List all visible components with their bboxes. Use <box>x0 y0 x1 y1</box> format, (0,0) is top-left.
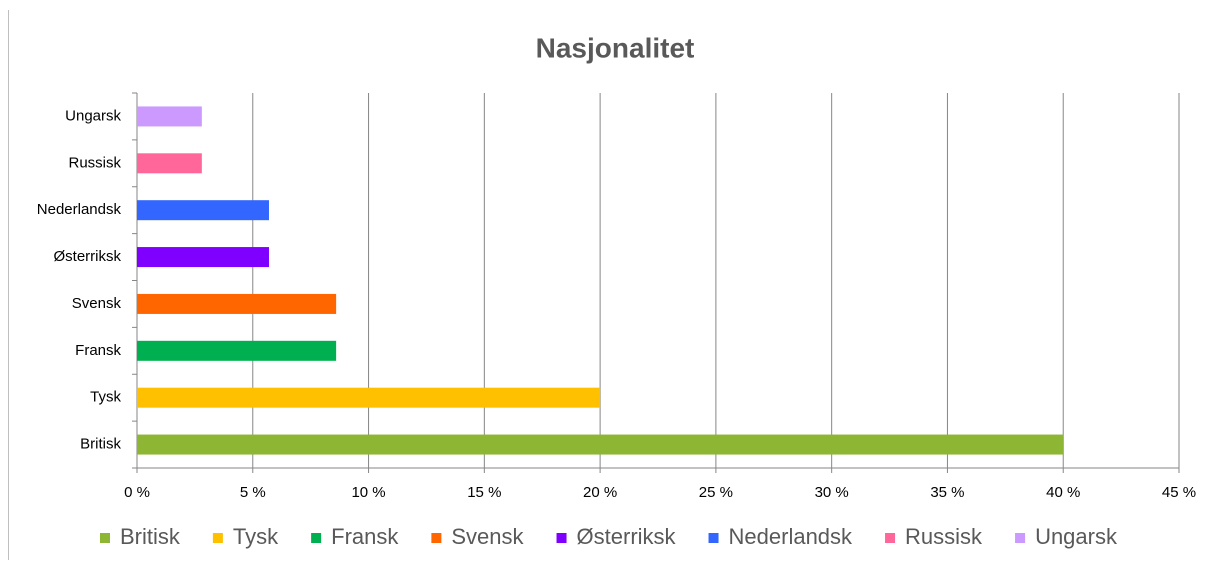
legend-label: Svensk <box>451 524 524 549</box>
legend-marker <box>1015 533 1026 543</box>
chart-title: Nasjonalitet <box>536 32 695 63</box>
legend-label: Fransk <box>331 524 399 549</box>
x-tick-label: 45 % <box>1162 484 1196 501</box>
y-tick-label: Tysk <box>90 389 121 406</box>
y-tick-label: Britisk <box>80 436 121 453</box>
legend-label: Nederlandsk <box>729 524 854 549</box>
y-tick-label: Svensk <box>72 295 122 312</box>
bar <box>137 293 337 314</box>
y-tick-label: Ungarsk <box>65 107 121 124</box>
legend-label: Østerriksk <box>577 524 677 549</box>
x-tick-label: 15 % <box>467 484 501 501</box>
bar <box>137 247 269 268</box>
legend-marker <box>885 533 896 543</box>
y-tick-label: Fransk <box>75 342 121 359</box>
x-tick-label: 30 % <box>815 484 849 501</box>
bar <box>137 106 202 127</box>
bar <box>137 387 601 408</box>
legend-label: Russisk <box>905 524 983 549</box>
bar <box>137 153 202 174</box>
legend-marker <box>311 533 322 543</box>
x-tick-label: 0 % <box>124 484 150 501</box>
legend-label: Britisk <box>120 524 181 549</box>
y-tick-label: Russisk <box>68 154 121 171</box>
bar <box>137 434 1064 455</box>
legend-label: Ungarsk <box>1035 524 1118 549</box>
y-tick-label: Østerriksk <box>54 248 122 265</box>
x-tick-label: 20 % <box>583 484 617 501</box>
legend-marker <box>708 533 719 543</box>
legend-marker <box>212 533 223 543</box>
legend-marker <box>100 533 110 543</box>
bar <box>137 340 337 361</box>
legend-marker <box>431 533 442 543</box>
x-tick-label: 25 % <box>699 484 733 501</box>
x-tick-label: 40 % <box>1046 484 1080 501</box>
legend-label: Tysk <box>233 524 279 549</box>
x-tick-label: 35 % <box>930 484 964 501</box>
x-tick-label: 5 % <box>240 484 266 501</box>
legend-marker <box>556 533 567 543</box>
bar <box>137 200 269 221</box>
y-tick-label: Nederlandsk <box>37 201 122 218</box>
x-tick-label: 10 % <box>351 484 385 501</box>
